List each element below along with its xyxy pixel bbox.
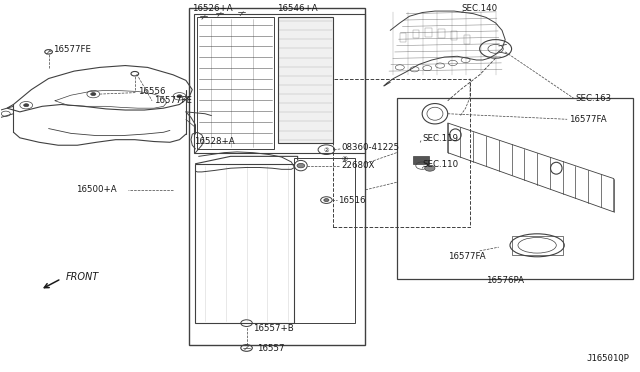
Text: 16577FE: 16577FE xyxy=(53,45,91,54)
Text: 16516: 16516 xyxy=(338,196,365,205)
Text: 16556: 16556 xyxy=(138,87,166,96)
Circle shape xyxy=(324,199,329,202)
Text: 16526+A: 16526+A xyxy=(192,4,233,13)
Bar xyxy=(438,29,445,38)
Text: 16577FE: 16577FE xyxy=(154,96,192,105)
Text: SEC.140: SEC.140 xyxy=(462,4,498,13)
Text: 16557: 16557 xyxy=(257,344,285,353)
Bar xyxy=(397,98,633,279)
Circle shape xyxy=(24,104,29,107)
Text: J16501QP: J16501QP xyxy=(587,354,630,363)
Circle shape xyxy=(91,93,96,96)
Text: 16557+B: 16557+B xyxy=(253,324,294,333)
Text: SEC.110: SEC.110 xyxy=(422,160,458,169)
Text: SEC.163: SEC.163 xyxy=(575,94,612,103)
Text: 16577FA: 16577FA xyxy=(569,115,607,124)
Bar xyxy=(333,78,470,227)
Text: 16576PA: 16576PA xyxy=(486,276,524,285)
Text: SEC.119: SEC.119 xyxy=(422,134,458,143)
Text: 08360-41225: 08360-41225 xyxy=(342,143,400,152)
Text: 16528+A: 16528+A xyxy=(193,137,234,146)
Bar xyxy=(278,17,333,143)
Text: 22680X: 22680X xyxy=(342,161,375,170)
Circle shape xyxy=(177,95,182,98)
Text: FRONT: FRONT xyxy=(66,272,99,282)
Bar xyxy=(511,236,563,254)
Text: 16546+A: 16546+A xyxy=(276,4,317,13)
Bar xyxy=(193,14,365,153)
Bar xyxy=(189,8,365,345)
Bar xyxy=(413,156,429,164)
Bar xyxy=(451,32,458,40)
Text: ②: ② xyxy=(324,148,329,153)
Circle shape xyxy=(297,163,305,168)
Bar xyxy=(426,28,432,37)
Bar xyxy=(464,35,470,44)
Bar xyxy=(197,17,274,149)
Bar xyxy=(294,158,355,323)
Bar xyxy=(413,30,419,38)
Text: 16577FA: 16577FA xyxy=(448,252,485,261)
Text: 16500+A: 16500+A xyxy=(76,185,116,194)
Text: ②: ② xyxy=(342,156,348,162)
Bar xyxy=(195,164,294,323)
Circle shape xyxy=(425,165,435,171)
Bar xyxy=(400,33,406,42)
